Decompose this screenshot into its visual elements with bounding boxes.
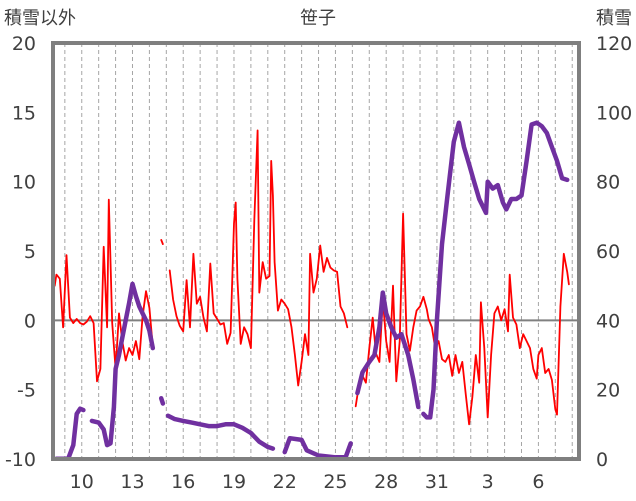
x-tick-label: 28: [374, 471, 398, 493]
right-tick-label: 40: [596, 310, 620, 332]
snow-depth-line: [54, 406, 86, 461]
x-tick-label: 19: [222, 471, 246, 493]
chart-title: 笹子: [300, 8, 336, 29]
snow-depth-line: [158, 396, 166, 406]
x-tick-label: 6: [532, 471, 544, 493]
plot-frame: [51, 41, 581, 461]
right-tick-label: 80: [596, 172, 620, 194]
left-tick-label: 15: [12, 102, 36, 124]
snow-depth-line: [355, 290, 421, 410]
right-tick-label: 120: [596, 33, 632, 55]
x-tick-label: 13: [120, 471, 144, 493]
left-axis-label: 積雪以外: [4, 8, 76, 29]
right-tick-label: 20: [596, 380, 620, 402]
snow-depth-line: [89, 281, 156, 448]
snow-depth-line: [421, 120, 570, 420]
x-axis-ticks: 10 13 16 19 22 25 28 31 3 6: [70, 471, 545, 493]
snow-depth-line: [165, 413, 276, 451]
right-axis-ticks: 0 20 40 60 80 100 120: [596, 33, 632, 471]
left-axis-ticks: -10 -5 0 5 10 15 20: [5, 33, 36, 471]
snow-depth-line: [282, 435, 353, 460]
right-tick-label: 60: [596, 241, 620, 263]
right-axis-label: 積雪: [596, 8, 632, 29]
right-tick-label: 0: [596, 449, 608, 471]
left-tick-label: -5: [17, 380, 36, 402]
plot-series: [53, 120, 570, 461]
temperature-line: [354, 212, 570, 426]
left-tick-label: 10: [12, 172, 36, 194]
x-tick-label: 10: [70, 471, 94, 493]
left-tick-label: 5: [24, 241, 36, 263]
x-tick-label: 22: [273, 471, 297, 493]
vertical-gridlines: [64, 43, 573, 459]
left-tick-label: 0: [24, 310, 36, 332]
x-tick-label: 16: [171, 471, 195, 493]
temperature-line: [160, 238, 164, 246]
left-tick-label: 20: [12, 33, 36, 55]
temperature-line: [53, 198, 154, 383]
temperature-line: [168, 129, 349, 387]
left-tick-label: -10: [5, 449, 36, 471]
right-tick-label: 100: [596, 102, 632, 124]
x-tick-label: 25: [323, 471, 347, 493]
x-tick-label: 31: [425, 471, 449, 493]
x-tick-label: 3: [482, 471, 494, 493]
